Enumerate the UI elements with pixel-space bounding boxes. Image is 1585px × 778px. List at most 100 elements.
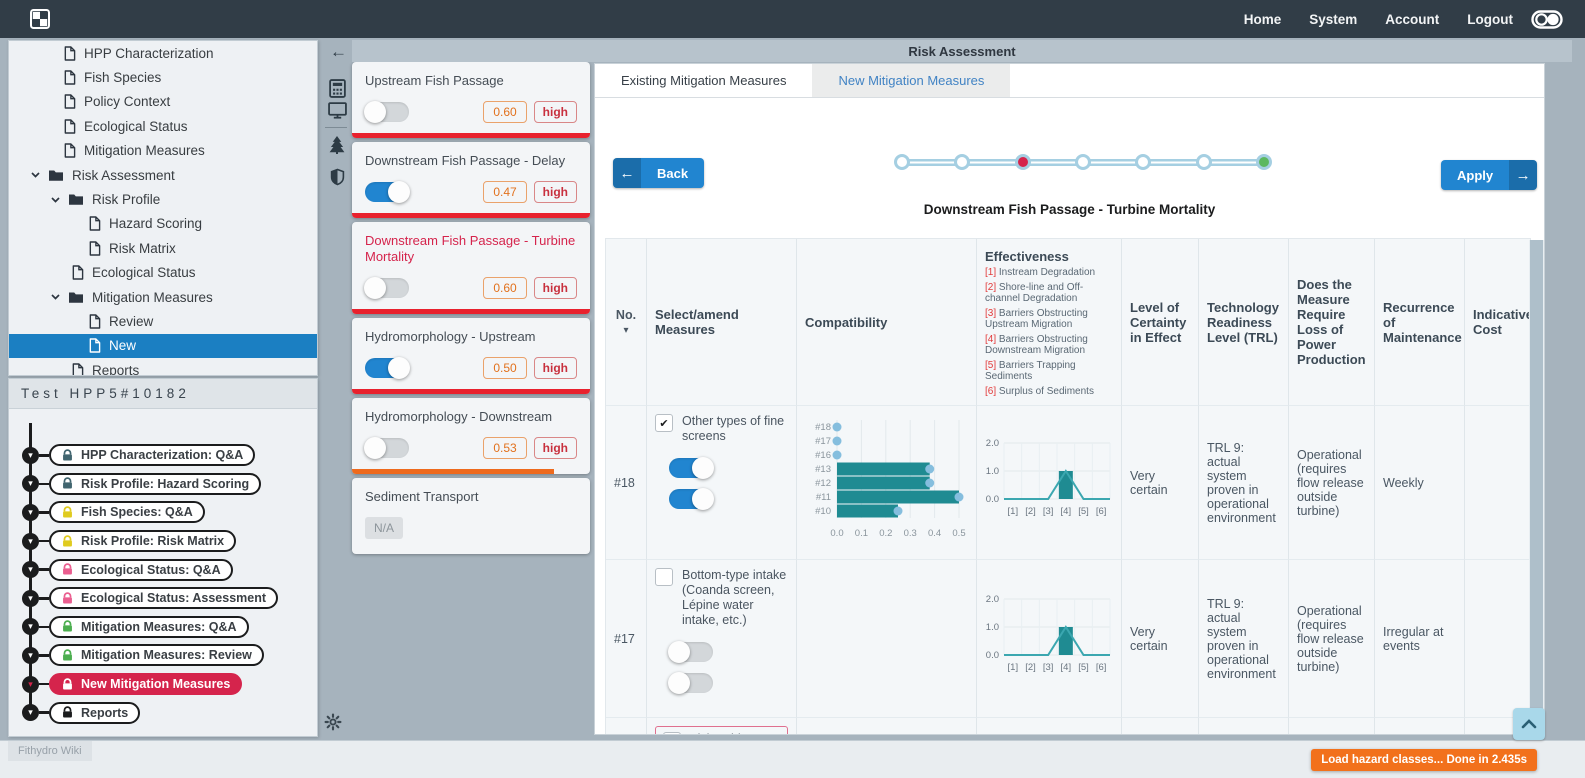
stepper-node-4[interactable] (1074, 154, 1091, 170)
measure-checkbox[interactable] (655, 568, 673, 586)
sort-caret-icon[interactable]: ▾ (623, 325, 629, 336)
measure-checkbox-row: Bottom-type intake (Coanda screen, Lépin… (655, 568, 788, 628)
tree-item-hpp-characterization[interactable]: HPP Characterization (9, 41, 317, 65)
timeline-node-icon[interactable]: ▾ (22, 589, 39, 607)
timeline-node-icon[interactable]: ▾ (22, 618, 39, 636)
timeline-node-icon[interactable]: ▾ (22, 446, 39, 464)
tree-item-policy-context[interactable]: Policy Context (9, 90, 317, 114)
theme-toggle-icon[interactable] (1531, 9, 1563, 29)
scroll-to-top-button[interactable] (1513, 708, 1545, 740)
measure-checkbox[interactable]: ✔ (663, 732, 681, 734)
stepper-node-6[interactable] (1195, 154, 1212, 170)
lock-icon (61, 477, 74, 490)
timeline-step-pill[interactable]: Ecological Status: Q&A (49, 558, 233, 581)
timeline-node-icon[interactable]: ▾ (22, 561, 39, 579)
tree-item-review[interactable]: Review (9, 309, 317, 333)
timeline-step-pill[interactable]: Ecological Status: Assessment (49, 587, 279, 610)
timeline-node-icon[interactable]: ▾ (22, 675, 39, 693)
stepper-node-2[interactable] (954, 154, 971, 170)
hazard-cards-panel: Upstream Fish Passage 0.60 high Downstream … (352, 62, 590, 554)
tree-item-ecological-status[interactable]: Ecological Status (9, 261, 317, 285)
timeline-node-icon[interactable]: ▾ (22, 704, 39, 722)
hazard-card-controls: N/A (365, 517, 577, 539)
timeline-node-icon[interactable]: ▾ (22, 475, 39, 493)
nav-item-account[interactable]: Account (1385, 11, 1440, 27)
timeline-node-icon[interactable]: ▾ (22, 532, 39, 550)
legend-number: [5] (985, 359, 999, 371)
tree-item-mitigation-measures[interactable]: Mitigation Measures (9, 139, 317, 163)
timeline-step-pill[interactable]: HPP Characterization: Q&A (49, 444, 256, 467)
tree-expand-chevron-icon[interactable] (51, 196, 61, 203)
monitor-icon[interactable] (328, 102, 347, 119)
timeline-step-pill[interactable]: Risk Profile: Risk Matrix (49, 530, 237, 553)
hazard-card-controls: 0.60 high (364, 277, 577, 299)
lock-icon (61, 534, 74, 548)
nav-item-logout[interactable]: Logout (1467, 11, 1513, 27)
tree-item-fish-species[interactable]: Fish Species (9, 65, 317, 89)
timeline-step-pill[interactable]: Reports (49, 701, 141, 724)
tab-existing-mitigation-measures[interactable]: Existing Mitigation Measures (621, 73, 787, 88)
tree-item-risk-matrix[interactable]: Risk Matrix (9, 236, 317, 260)
timeline-step-pill[interactable]: Risk Profile: Hazard Scoring (49, 472, 262, 495)
tree-item-reports[interactable]: Reports (9, 358, 317, 375)
pine-tree-icon[interactable] (329, 136, 345, 154)
tree-item-ecological-status[interactable]: Ecological Status (9, 114, 317, 138)
lock-icon (61, 563, 74, 576)
column-header-8: Recurrence of Maintenance (1375, 239, 1465, 406)
column-header-4: Effectiveness [1] Instream Degradation [2]… (977, 239, 1122, 406)
tree-item-new[interactable]: New (9, 333, 317, 359)
timeline-step: ▾ Ecological Status: Assessment (9, 584, 317, 613)
stepper-node-1[interactable] (894, 154, 910, 170)
measure-checkbox[interactable]: ✔ (655, 414, 673, 432)
gear-icon[interactable] (324, 713, 342, 731)
wiki-status-tab[interactable]: Fithydro Wiki (8, 741, 92, 761)
hazard-toggle[interactable] (364, 437, 409, 459)
svg-text:0.0: 0.0 (830, 528, 843, 539)
hazard-toggle[interactable] (364, 101, 409, 123)
timeline-step-pill[interactable]: Fish Species: Q&A (49, 501, 205, 524)
stepper-segment (908, 158, 957, 166)
calculator-icon[interactable] (329, 79, 346, 98)
compatibility-cell (797, 560, 977, 718)
stepper-node-3[interactable] (1014, 154, 1031, 170)
measures-table: No. ▾ Select/amend Measures Compatibility Ef… (605, 238, 1533, 734)
column-header-2: Select/amend Measures (647, 239, 797, 406)
measure-toggle[interactable] (669, 488, 714, 510)
nav-item-system[interactable]: System (1309, 11, 1358, 27)
hazard-level-badge: high (533, 181, 577, 203)
measure-toggle[interactable] (669, 457, 714, 479)
timeline-step-label: HPP Characterization: Q&A (81, 448, 244, 463)
tree-item-mitigation-measures[interactable]: Mitigation Measures (9, 285, 317, 309)
hazard-card: Hydromorphology - Upstream 0.50 high (352, 318, 590, 394)
hazard-toggle[interactable] (365, 357, 410, 379)
apply-button[interactable]: Apply → (1441, 160, 1538, 190)
hazard-toggle[interactable] (365, 181, 410, 203)
tree-expand-chevron-icon[interactable] (51, 294, 61, 300)
timeline-step-pill[interactable]: Mitigation Measures: Review (49, 644, 264, 667)
legend-number: [3] (985, 307, 999, 319)
tree-item-risk-profile[interactable]: Risk Profile (9, 187, 317, 211)
nav-item-home[interactable]: Home (1243, 11, 1282, 27)
timeline-node-icon[interactable]: ▾ (22, 503, 39, 521)
timeline-step-pill[interactable]: Mitigation Measures: Q&A (49, 615, 249, 638)
history-back-icon[interactable]: ← (330, 42, 347, 61)
tab-new-mitigation-measures[interactable]: New Mitigation Measures (812, 64, 1011, 97)
tree-item-hazard-scoring[interactable]: Hazard Scoring (9, 212, 317, 236)
power-loss-value: Operational (requires flow release outsi… (1297, 447, 1364, 518)
tree-expand-chevron-icon[interactable] (31, 172, 41, 178)
file-icon (71, 265, 84, 280)
measure-toggle[interactable] (668, 672, 713, 694)
timeline-step-pill[interactable]: New Mitigation Measures (49, 673, 243, 696)
shield-icon[interactable] (330, 168, 345, 186)
file-icon (63, 70, 76, 85)
legend-text: Instream Degradation (998, 267, 1096, 278)
stepper-node-7[interactable] (1255, 154, 1272, 170)
tree-item-risk-assessment[interactable]: Risk Assessment (9, 163, 317, 187)
measure-toggle[interactable] (668, 641, 713, 663)
scrollbar-thumb[interactable] (1530, 240, 1543, 734)
hazard-toggle[interactable] (364, 277, 409, 299)
legend-number: [2] (985, 281, 999, 293)
timeline-node-icon[interactable]: ▾ (22, 646, 39, 664)
stepper-node-5[interactable] (1135, 154, 1152, 170)
back-button[interactable]: ← Back (613, 158, 705, 188)
